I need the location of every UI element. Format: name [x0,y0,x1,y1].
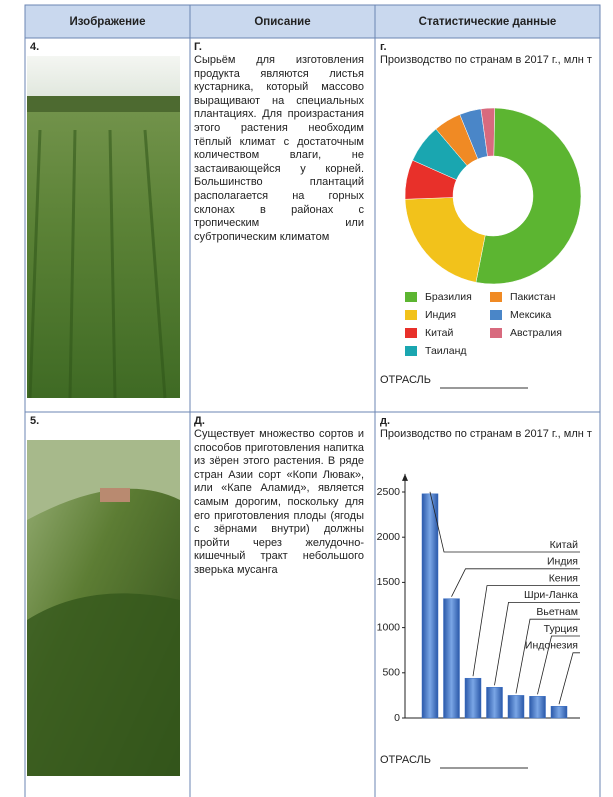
axis-arrow [402,473,408,481]
category-label: Шри-Ланка [524,589,578,601]
y-tick-label: 1500 [377,576,401,588]
y-tick-label: 2000 [377,531,401,543]
chart-label: г. [380,41,387,53]
answer-label: ОТРАСЛЬ [380,754,431,766]
legend-label: Китай [425,327,454,339]
leader-line [558,652,580,705]
leader-line [451,568,580,597]
chart-label: д. [380,415,391,427]
bar [550,705,568,719]
leader-line [515,618,580,694]
bar [443,598,460,719]
pie-slice [404,197,486,283]
category-label: Турция [544,623,578,635]
legend-label: Мексика [510,309,551,321]
leader-line [429,491,580,553]
header-bg [25,5,600,38]
row-number: 4. [30,41,40,53]
chart-title: Производство по странам в 2017 г., млн т [380,428,592,440]
table-grid [24,4,601,797]
bar [507,695,525,719]
bar [486,687,503,719]
bar [529,696,546,719]
row-number: 5. [30,415,40,427]
category-label: Китай [550,539,579,551]
legend-label: Индия [425,309,456,321]
legend-label: Австралия [510,327,562,339]
y-tick-label: 2500 [377,486,401,498]
legend-label: Таиланд [425,345,467,357]
y-tick-label: 1000 [377,621,401,633]
legend-swatch [490,310,502,320]
description: Существует множество сортов и способов п… [194,428,364,576]
bar [421,493,439,719]
header-cell: Описание [254,15,311,28]
row-letter: Г. [194,41,202,53]
photo-coffee-hills [27,440,180,776]
pie-slice [475,107,582,285]
legend-swatch [405,292,417,302]
bar [464,677,482,719]
category-label: Индонезия [525,640,578,652]
legend-swatch [405,328,417,338]
header-cell: Статистические данные [418,15,557,28]
legend-swatch [490,328,502,338]
category-label: Индия [547,556,578,568]
leader-line [494,602,580,686]
legend-swatch [490,292,502,302]
y-tick-label: 500 [382,667,400,679]
leader-line [472,585,580,677]
answer-label: ОТРАСЛЬ [380,374,431,386]
header-cell: Изображение [69,15,146,28]
category-label: Вьетнам [536,606,578,618]
leader-line [537,635,580,695]
category-label: Кения [549,572,578,584]
row-letter: Д. [194,415,205,427]
y-tick-label: 0 [394,712,400,724]
photo-potato-field [27,56,180,399]
legend-label: Пакистан [510,291,556,303]
pie-slice [480,107,496,157]
description: Сырьём для изготовления продукта являютс… [194,54,364,243]
legend-label: Бразилия [425,291,472,303]
legend-swatch [405,346,417,356]
chart-title: Производство по странам в 2017 г., млн т [380,54,592,66]
legend-swatch [405,310,417,320]
